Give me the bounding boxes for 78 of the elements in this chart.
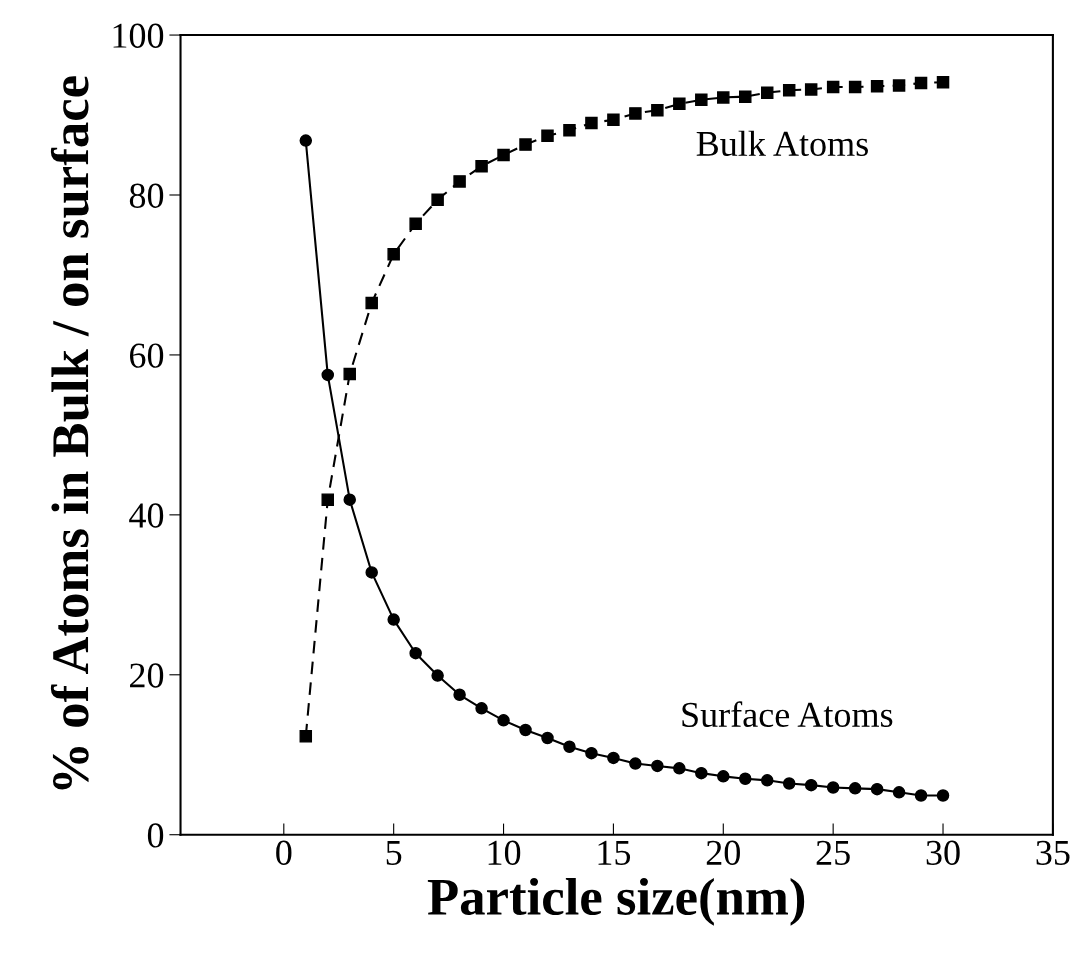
point	[914, 76, 928, 90]
x-tick-label: 35	[1036, 840, 1070, 865]
point	[848, 782, 862, 795]
point	[717, 91, 730, 104]
point	[409, 217, 422, 231]
point	[409, 646, 422, 660]
point	[387, 247, 400, 261]
point	[343, 367, 356, 381]
y-tick-label: 100	[113, 23, 164, 48]
point	[387, 613, 400, 626]
point	[892, 79, 906, 92]
y-tick-label: 60	[130, 343, 164, 368]
point	[673, 762, 686, 775]
y-tick-label: 20	[130, 663, 164, 688]
point	[607, 751, 620, 765]
y-tick-label: 80	[129, 183, 164, 208]
point	[497, 148, 510, 162]
point	[365, 566, 378, 579]
point	[431, 193, 444, 207]
point	[936, 789, 950, 802]
x-tick-label: 10	[488, 840, 521, 865]
point	[629, 757, 642, 770]
point	[782, 83, 796, 97]
point	[870, 79, 884, 93]
point	[760, 86, 774, 99]
point	[826, 781, 840, 794]
point	[760, 774, 774, 787]
x-tick-label: 15	[598, 840, 631, 865]
point	[519, 723, 532, 737]
point	[914, 789, 928, 802]
point	[651, 759, 664, 773]
point	[519, 138, 532, 151]
x-axis-title: Particle size(nm)	[427, 877, 805, 926]
point	[453, 175, 466, 188]
point	[585, 746, 598, 760]
point	[563, 123, 576, 137]
point	[431, 669, 444, 682]
series-label: Bulk Atoms	[696, 130, 868, 157]
point	[739, 90, 752, 103]
point	[870, 782, 884, 796]
point	[629, 107, 642, 120]
point	[695, 766, 708, 780]
point	[607, 113, 620, 127]
point	[475, 159, 488, 173]
point	[299, 134, 313, 147]
point	[717, 770, 730, 783]
point	[343, 493, 356, 506]
point	[541, 731, 554, 745]
point	[673, 97, 686, 111]
point	[453, 688, 466, 702]
x-tick-label: 20	[706, 840, 740, 865]
point	[804, 778, 818, 792]
point	[782, 777, 796, 790]
y-tick-label: 0	[147, 823, 164, 848]
x-tick-label: 5	[386, 840, 402, 865]
series-label: Surface Atoms	[682, 701, 893, 728]
x-tick-label: 0	[276, 840, 292, 865]
point	[497, 714, 510, 727]
point	[321, 368, 335, 382]
point	[936, 75, 950, 89]
point	[541, 129, 554, 143]
point	[563, 740, 576, 754]
point	[475, 702, 488, 715]
point	[804, 83, 818, 96]
point	[651, 103, 664, 117]
y-axis-title: % of Atoms in Bulk / on surface	[50, 76, 89, 790]
point	[365, 296, 378, 310]
point	[848, 80, 862, 94]
point	[299, 730, 313, 743]
x-tick-label: 30	[926, 840, 960, 865]
point	[892, 786, 906, 799]
x-tick-label: 25	[816, 840, 850, 865]
point	[695, 93, 708, 107]
point	[739, 772, 752, 785]
point	[826, 80, 840, 94]
point	[585, 116, 598, 130]
point	[321, 493, 335, 506]
y-tick-label: 40	[129, 503, 164, 528]
